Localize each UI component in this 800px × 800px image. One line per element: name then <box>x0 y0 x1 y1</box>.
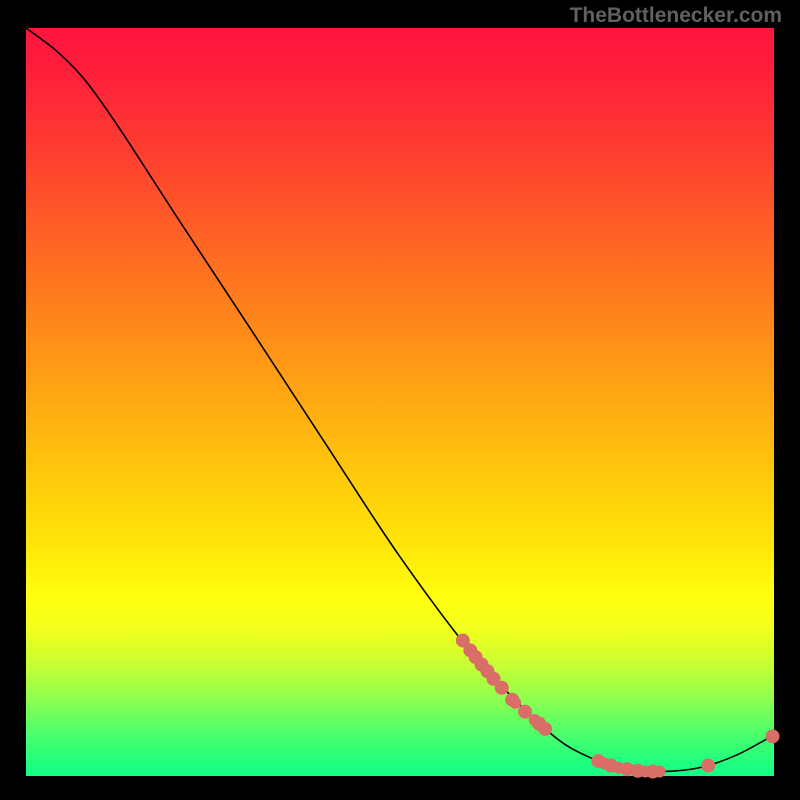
data-point <box>701 759 715 773</box>
gradient-background <box>26 28 774 776</box>
data-point <box>509 697 521 709</box>
bottleneck-chart: TheBottlenecker.com <box>0 0 800 800</box>
data-point <box>495 681 509 695</box>
data-point <box>766 729 780 743</box>
data-point <box>654 766 666 778</box>
watermark-text: TheBottlenecker.com <box>570 4 782 28</box>
data-point <box>538 722 552 736</box>
chart-canvas <box>0 0 800 800</box>
